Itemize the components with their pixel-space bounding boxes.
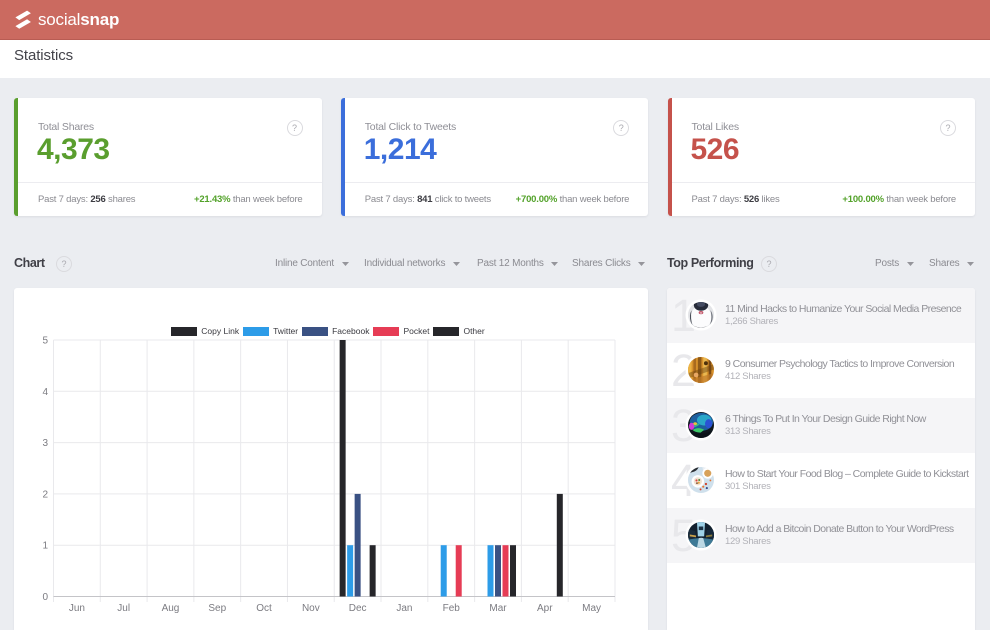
svg-text:4: 4	[42, 387, 48, 398]
svg-text:Jan: Jan	[396, 603, 412, 614]
svg-text:1: 1	[42, 541, 48, 552]
svg-text:Jul: Jul	[117, 603, 130, 614]
svg-text:5: 5	[42, 336, 48, 347]
svg-text:Nov: Nov	[302, 603, 320, 614]
svg-text:Mar: Mar	[489, 603, 507, 614]
svg-text:Sep: Sep	[208, 603, 226, 614]
svg-text:Oct: Oct	[256, 603, 272, 614]
svg-text:Jun: Jun	[69, 603, 85, 614]
svg-text:Feb: Feb	[443, 603, 461, 614]
svg-text:2: 2	[42, 489, 48, 500]
svg-text:0: 0	[42, 592, 48, 603]
svg-text:Apr: Apr	[537, 603, 553, 614]
svg-text:May: May	[582, 603, 601, 614]
svg-text:Dec: Dec	[349, 603, 367, 614]
svg-text:3: 3	[42, 438, 48, 449]
svg-text:Aug: Aug	[162, 603, 180, 614]
